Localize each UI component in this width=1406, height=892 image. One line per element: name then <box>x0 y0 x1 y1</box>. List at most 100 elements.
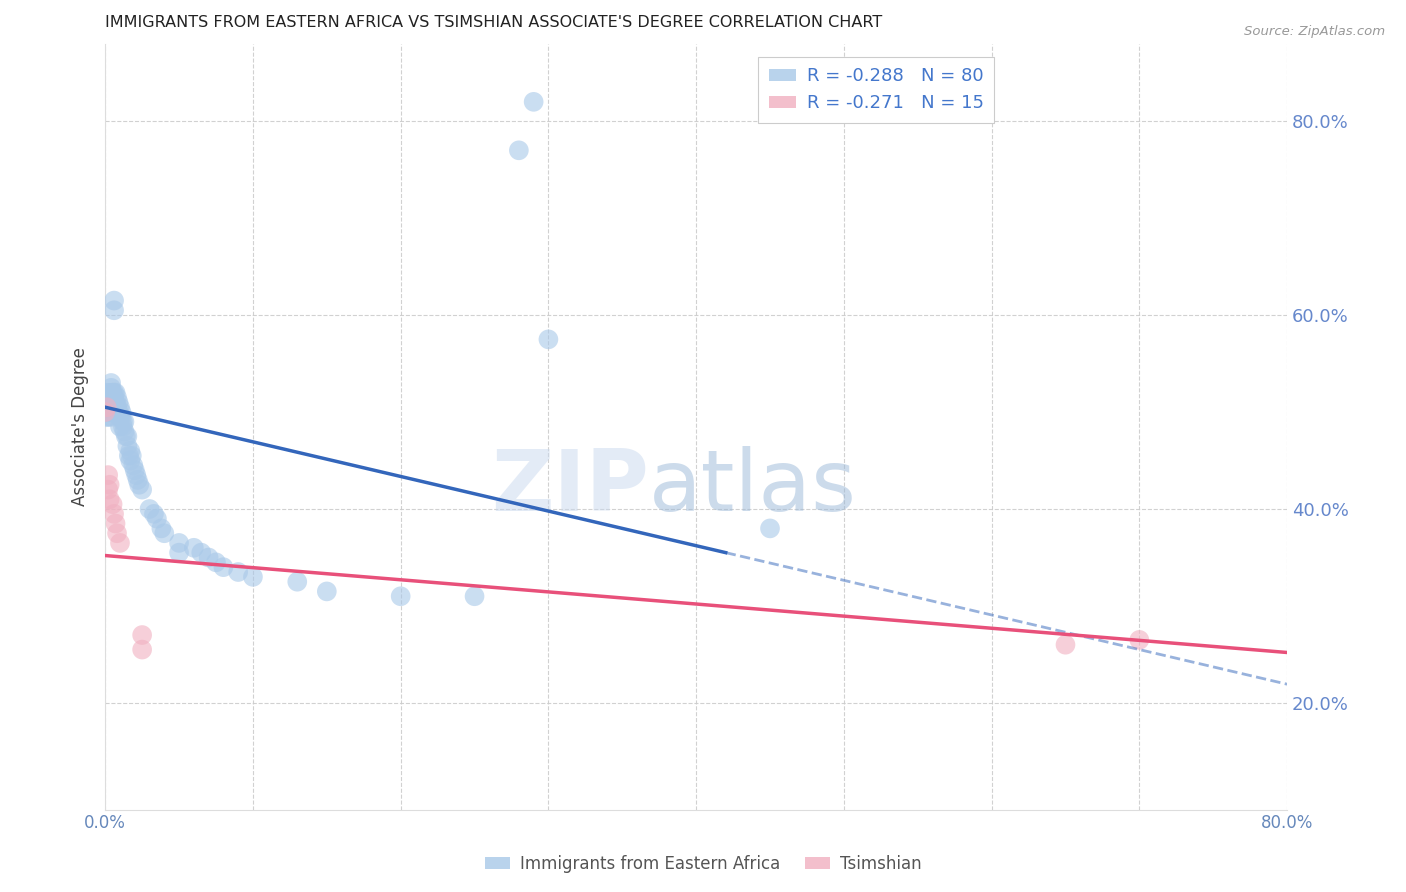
Text: atlas: atlas <box>650 446 856 529</box>
Point <box>103 385 125 400</box>
Point <box>226 565 249 579</box>
Point <box>96 395 118 409</box>
Point <box>508 144 530 158</box>
Point <box>121 449 143 463</box>
Point <box>1054 638 1077 652</box>
Point <box>98 492 121 507</box>
Point <box>107 405 129 419</box>
Point <box>125 468 148 483</box>
Point <box>108 401 131 415</box>
Point <box>100 376 122 390</box>
Legend: R = -0.288   N = 80, R = -0.271   N = 15: R = -0.288 N = 80, R = -0.271 N = 15 <box>758 56 994 123</box>
Text: IMMIGRANTS FROM EASTERN AFRICA VS TSIMSHIAN ASSOCIATE'S DEGREE CORRELATION CHART: IMMIGRANTS FROM EASTERN AFRICA VS TSIMSH… <box>105 15 883 30</box>
Point <box>96 385 118 400</box>
Point <box>523 95 546 109</box>
Point <box>183 541 205 555</box>
Point <box>108 419 131 434</box>
Text: Source: ZipAtlas.com: Source: ZipAtlas.com <box>1244 25 1385 38</box>
Point <box>101 395 124 409</box>
Point <box>242 570 264 584</box>
Point <box>98 391 121 405</box>
Point <box>389 589 412 603</box>
Point <box>101 391 124 405</box>
Point <box>205 555 228 569</box>
Point <box>103 391 125 405</box>
Point <box>97 409 120 424</box>
Point <box>212 560 235 574</box>
Point <box>94 405 117 419</box>
Point <box>143 507 166 521</box>
Point <box>128 477 150 491</box>
Point <box>131 628 153 642</box>
Point <box>105 391 128 405</box>
Point <box>97 483 120 497</box>
Point <box>537 332 560 346</box>
Point <box>98 385 121 400</box>
Point <box>104 516 127 531</box>
Point <box>118 449 141 463</box>
Point <box>104 395 127 409</box>
Point <box>315 584 337 599</box>
Point <box>120 453 142 467</box>
Text: ZIP: ZIP <box>491 446 650 529</box>
Point <box>101 497 124 511</box>
Point <box>104 401 127 415</box>
Point <box>111 419 134 434</box>
Point <box>105 405 128 419</box>
Point <box>167 536 190 550</box>
Point <box>97 401 120 415</box>
Point <box>111 415 134 429</box>
Point <box>105 401 128 415</box>
Point <box>105 526 128 541</box>
Point <box>110 405 132 419</box>
Point <box>98 477 121 491</box>
Point <box>115 429 138 443</box>
Legend: Immigrants from Eastern Africa, Tsimshian: Immigrants from Eastern Africa, Tsimshia… <box>478 848 928 880</box>
Point <box>117 439 139 453</box>
Point <box>96 409 118 424</box>
Point <box>464 589 486 603</box>
Point <box>108 536 131 550</box>
Y-axis label: Associate's Degree: Associate's Degree <box>72 347 89 506</box>
Point <box>101 405 124 419</box>
Point <box>101 385 124 400</box>
Point <box>153 526 176 541</box>
Point <box>97 391 120 405</box>
Point <box>103 507 125 521</box>
Point <box>197 550 219 565</box>
Point <box>101 401 124 415</box>
Point <box>146 512 169 526</box>
Point <box>94 401 117 415</box>
Point <box>117 429 139 443</box>
Point <box>97 405 120 419</box>
Point <box>110 409 132 424</box>
Point <box>122 458 145 473</box>
Point <box>98 395 121 409</box>
Point <box>167 546 190 560</box>
Point <box>100 401 122 415</box>
Point <box>98 401 121 415</box>
Point <box>120 443 142 458</box>
Point <box>96 401 118 415</box>
Point <box>103 293 125 308</box>
Point <box>94 405 117 419</box>
Point <box>107 395 129 409</box>
Point <box>112 425 135 439</box>
Point <box>285 574 308 589</box>
Point <box>150 521 173 535</box>
Point <box>97 468 120 483</box>
Point <box>98 405 121 419</box>
Point <box>138 502 160 516</box>
Point <box>190 546 212 560</box>
Point <box>131 483 153 497</box>
Point <box>131 642 153 657</box>
Point <box>124 463 146 477</box>
Point <box>100 409 122 424</box>
Point <box>759 521 782 535</box>
Point <box>1128 632 1150 647</box>
Point <box>112 415 135 429</box>
Point <box>127 473 149 487</box>
Point <box>104 385 127 400</box>
Point <box>103 303 125 318</box>
Point <box>108 409 131 424</box>
